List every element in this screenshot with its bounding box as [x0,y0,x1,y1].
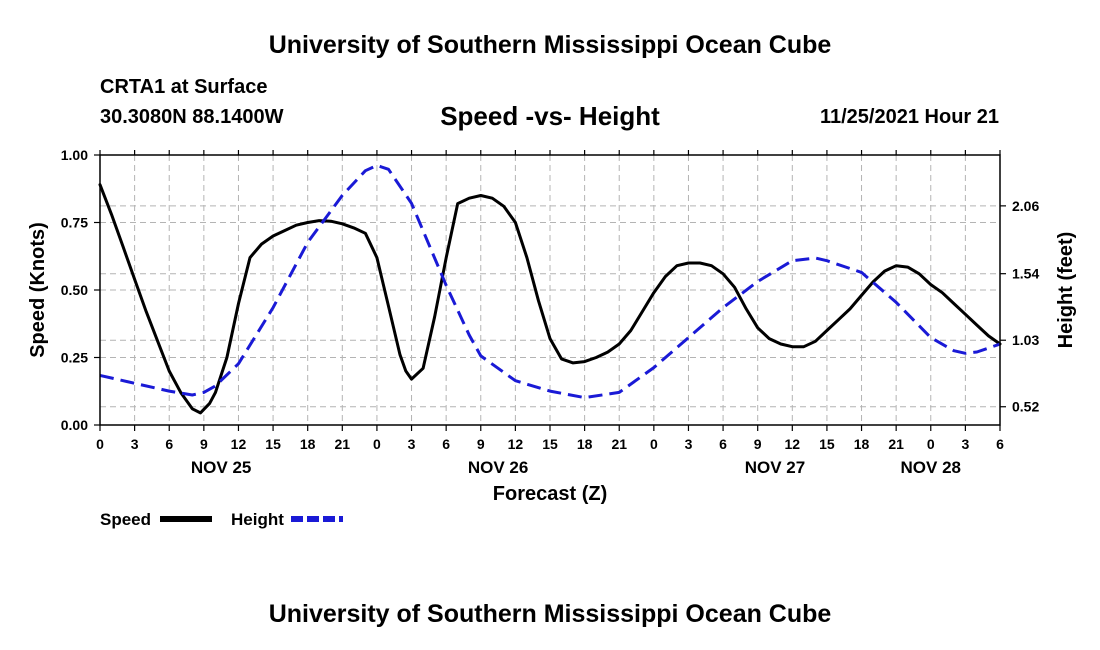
axes: 0 3 6 9 12 15 18 21 0 3 6 9 12 15 18 21 0 3 6 9 12 15 18 21 0 3 6 0… [27,147,1077,505]
x-tick-label: 12 [508,436,524,452]
page-title: University of Southern Mississippi Ocean… [268,31,832,59]
x-tick-label: 18 [854,436,870,452]
x-tick-label: 15 [542,436,558,452]
height-series-line [99,163,1001,400]
x-tick-label: 3 [408,436,416,452]
y2-tick-label: 1.03 [1012,332,1039,348]
x-tick-label: 9 [200,436,208,452]
x-tick-label: 12 [785,436,801,452]
x-tick-label: 21 [335,436,351,452]
y-axis-title: Speed (Knots) [27,222,49,358]
x-tick-label: 0 [650,436,658,452]
speed-series-line [98,183,1002,415]
date-label: NOV 26 [468,458,528,477]
x-tick-label: 6 [719,436,727,452]
x-tick-label: 21 [888,436,904,452]
x-tick-label: 6 [996,436,1004,452]
x-tick-label: 15 [265,436,281,452]
x-tick-label: 3 [961,436,969,452]
x-tick-label: 18 [577,436,593,452]
forecast-datetime: 11/25/2021 Hour 21 [819,106,999,128]
x-tick-label: 9 [754,436,762,452]
x-tick-label: 9 [477,436,485,452]
y2-tick-label: 2.06 [1012,198,1039,214]
x-tick-label: 21 [611,436,627,452]
date-label: NOV 25 [191,458,251,477]
x-tick-label: 12 [231,436,247,452]
y2-axis-title: Height (feet) [1055,232,1077,349]
x-tick-label: 6 [165,436,173,452]
legend-height-label: Height [231,510,284,529]
legend: Speed Height [100,510,343,529]
x-tick-label: 0 [96,436,104,452]
x-tick-label: 3 [685,436,693,452]
x-tick-label: 15 [819,436,835,452]
chart-title: Speed -vs- Height [440,101,660,131]
x-tick-label: 18 [300,436,316,452]
x-tick-label: 3 [131,436,139,452]
x-tick-label: 6 [442,436,450,452]
x-tick-label: 0 [373,436,381,452]
y-tick-label: 1.00 [61,147,88,163]
date-label: NOV 28 [901,458,961,477]
x-tick-label: 0 [927,436,935,452]
y-tick-label: 0.25 [61,350,88,366]
y-tick-label: 0.00 [61,417,88,433]
coordinates-label: 30.3080N 88.1400W [100,106,284,128]
y-tick-label: 0.50 [61,282,88,298]
footer-title: University of Southern Mississippi Ocean… [268,600,832,628]
date-label: NOV 27 [745,458,805,477]
y2-tick-label: 1.54 [1012,266,1039,282]
legend-speed-label: Speed [100,510,151,529]
series-layer [98,163,1002,415]
y-tick-label: 0.75 [61,215,88,231]
station-label: CRTA1 at Surface [100,76,268,98]
x-axis-title: Forecast (Z) [493,483,607,505]
y2-tick-label: 0.52 [1012,399,1039,415]
